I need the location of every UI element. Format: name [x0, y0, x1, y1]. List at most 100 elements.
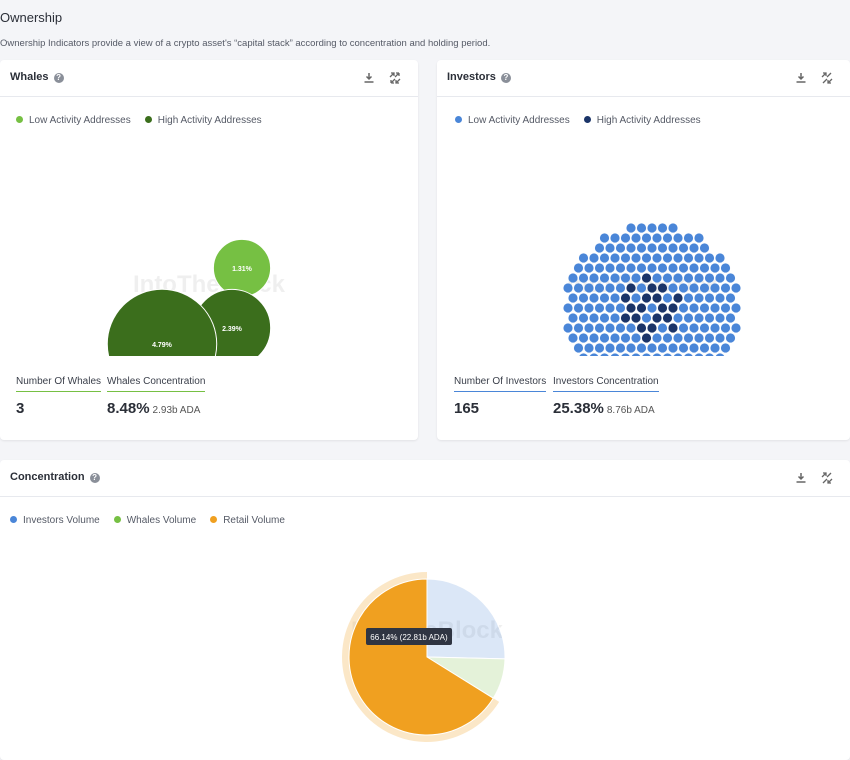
stat-value: 165 [454, 400, 546, 417]
legend-swatch [583, 116, 591, 123]
stat-value: 3 [16, 400, 101, 417]
investor-dot [689, 323, 699, 333]
bubble [106, 288, 218, 356]
investor-dot [647, 343, 657, 353]
panel-header: Whales? [0, 60, 418, 97]
icons[interactable] [796, 472, 836, 484]
investor-dot [636, 343, 647, 353]
investor-dot [594, 343, 605, 353]
investor-dot [662, 233, 673, 243]
investor-dot [579, 353, 588, 356]
stat-number: 165 [454, 400, 480, 417]
investor-dot [725, 273, 736, 283]
bubble-label: 1.31% [232, 266, 253, 273]
investor-dot [594, 323, 605, 333]
investor-dot [720, 343, 731, 353]
pie-slice [348, 578, 494, 736]
investor-dot [710, 343, 720, 353]
investor-dot [589, 353, 599, 356]
investor-dot [573, 303, 584, 313]
investor-dot [620, 333, 631, 343]
legend-item: Investors Volume [10, 515, 100, 526]
investor-dot [605, 303, 615, 313]
investor-dot [599, 273, 610, 283]
investor-dot [626, 303, 636, 313]
investor-dot [631, 353, 641, 356]
investor-dot [584, 323, 594, 333]
panel-icons [364, 71, 404, 89]
investor-dot [662, 253, 673, 263]
investor-dot [694, 313, 704, 323]
investor-dot [652, 293, 662, 303]
legend-item: High Activity Addresses [583, 115, 701, 126]
investor-dot [621, 353, 630, 356]
investor-dot [662, 313, 673, 323]
investor-dot [584, 343, 594, 353]
investor-dot [704, 273, 715, 283]
panel-title: Whales? [10, 71, 64, 83]
investor-dot [615, 243, 626, 253]
investor-dot [668, 323, 678, 333]
investor-dot [683, 273, 694, 283]
stat: Whales Concentration 8.48% 2.93b ADA [107, 376, 206, 417]
investor-dot [689, 243, 699, 253]
investor-dot [699, 263, 710, 273]
investor-dot [594, 283, 605, 293]
help-icon[interactable]: ? [89, 473, 100, 483]
legend-label: High Activity Addresses [157, 115, 262, 126]
legend-label: Low Activity Addresses [29, 115, 131, 126]
investor-dot [589, 293, 599, 303]
icons[interactable] [364, 72, 404, 84]
investor-dot [599, 293, 610, 303]
investor-dot [589, 313, 599, 323]
investor-dot [678, 283, 689, 293]
investor-dot [626, 223, 636, 233]
investor-dot [715, 353, 725, 356]
investor-dot [715, 273, 725, 283]
investor-dot [610, 313, 620, 323]
investor-dot [689, 283, 699, 293]
investor-dot [647, 283, 657, 293]
investor-dot [573, 323, 584, 333]
investor-dot [699, 303, 710, 313]
stat-sub: 2.93b ADA [152, 405, 201, 416]
investor-dot [699, 243, 710, 253]
bubble-label: 2.39% [222, 326, 243, 333]
investor-dot [578, 253, 589, 263]
stat-label: Number Of Whales [16, 376, 102, 392]
investor-dot [636, 243, 647, 253]
stat-value: 25.38% 8.76b ADA [553, 400, 659, 417]
investor-dot [720, 263, 731, 273]
legend-swatch [455, 116, 462, 123]
investor-dot [615, 283, 626, 293]
investor-dot [699, 323, 710, 333]
investor-dot [694, 333, 704, 343]
investor-dot [725, 333, 736, 343]
investor-dot [657, 303, 668, 313]
investor-dot [626, 243, 636, 253]
investor-dot [647, 243, 657, 253]
icons[interactable] [796, 72, 836, 84]
title-text: Whales [10, 71, 49, 83]
investor-dot [668, 263, 678, 273]
pie-chart: IntoTheBlock66.14% (22.81b ADA) [342, 572, 506, 742]
investor-dot [715, 293, 725, 303]
investor-dot [615, 263, 626, 273]
legend-label: Investors Volume [23, 515, 100, 526]
investor-dot [710, 283, 720, 293]
help-icon[interactable]: ? [53, 73, 64, 83]
investor-dot [626, 323, 636, 333]
investor-dot [573, 283, 584, 293]
investor-dot [668, 223, 678, 233]
investor-dot [610, 253, 620, 263]
investor-dot [563, 283, 573, 293]
concentration-panel: Concentration? Investors Volume Whales Vo… [0, 460, 850, 760]
investor-dot [599, 253, 610, 263]
investor-dot [673, 313, 683, 323]
investor-dot [689, 263, 699, 273]
investor-dot [626, 283, 636, 293]
help-icon[interactable]: ? [500, 73, 511, 83]
investor-dot [731, 323, 741, 333]
legend-swatch [113, 516, 121, 523]
